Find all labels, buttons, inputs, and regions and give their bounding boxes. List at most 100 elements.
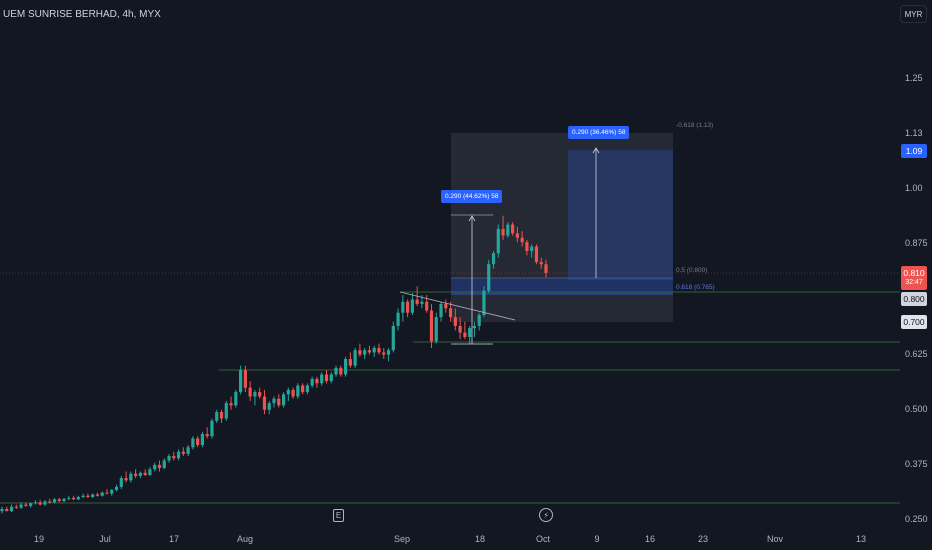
candle xyxy=(57,499,61,502)
candle xyxy=(291,389,295,397)
candle xyxy=(324,374,329,382)
candle xyxy=(172,456,176,459)
candle xyxy=(453,317,457,326)
candle xyxy=(396,312,400,326)
drawing-tools xyxy=(399,147,600,345)
candle xyxy=(234,392,238,406)
measure-label-2: 0.290 (36.46%) 58 xyxy=(568,126,630,139)
candle xyxy=(19,504,23,508)
candle xyxy=(9,506,14,512)
x-tick-label: Nov xyxy=(766,534,784,544)
y-tick-label: 0.250 xyxy=(905,514,928,524)
candle xyxy=(329,374,333,382)
candle xyxy=(491,253,496,265)
candle xyxy=(410,299,414,313)
measure-label-1: 0.290 (44.62%) 58 xyxy=(441,190,503,203)
candle xyxy=(138,472,142,476)
candle xyxy=(334,367,338,375)
candle xyxy=(258,392,262,397)
candle xyxy=(200,434,205,446)
candle xyxy=(496,228,500,254)
candle xyxy=(277,398,281,406)
candle xyxy=(391,325,395,351)
candle xyxy=(148,469,152,476)
candle xyxy=(401,301,405,313)
candlestick-series xyxy=(0,215,548,514)
earnings-e-icon[interactable]: E xyxy=(333,509,344,522)
candle xyxy=(420,301,424,304)
candle xyxy=(181,451,185,454)
x-tick-label: 23 xyxy=(697,534,709,544)
candle xyxy=(162,460,166,468)
projection-box xyxy=(568,150,673,280)
x-tick-label: Sep xyxy=(393,534,411,544)
candle xyxy=(463,332,467,337)
candle xyxy=(14,506,18,508)
candle xyxy=(229,403,233,406)
candle xyxy=(305,385,310,393)
candle xyxy=(367,350,372,353)
x-tick-label: Jul xyxy=(99,534,111,544)
candle xyxy=(210,420,214,437)
candle xyxy=(176,451,181,459)
candle xyxy=(33,502,38,504)
currency-button[interactable]: MYR xyxy=(900,5,927,23)
candle xyxy=(114,486,119,491)
candle xyxy=(544,264,548,274)
fib-label: -0.618 (1.13) xyxy=(676,122,714,129)
bolt-icon[interactable]: ⚡︎ xyxy=(539,508,553,522)
candle xyxy=(448,308,453,318)
candle xyxy=(62,498,66,502)
candle xyxy=(215,411,219,421)
candle xyxy=(219,411,224,419)
candle xyxy=(339,367,343,375)
x-tick-label: 19 xyxy=(33,534,45,544)
candle xyxy=(262,396,267,410)
candle xyxy=(224,403,228,419)
candle xyxy=(296,385,300,397)
candle xyxy=(415,299,419,304)
candle xyxy=(310,378,314,386)
candle xyxy=(134,473,138,476)
chart-title: UEM SUNRISE BERHAD, 4h, MYX xyxy=(3,9,161,20)
candle xyxy=(525,242,529,251)
candle xyxy=(444,303,448,309)
candle xyxy=(248,387,252,397)
fib-band xyxy=(451,278,673,294)
candle xyxy=(301,385,305,393)
candle xyxy=(372,348,376,353)
candle xyxy=(343,359,348,375)
candle xyxy=(153,464,157,470)
candle xyxy=(24,504,28,506)
candle xyxy=(534,246,539,263)
price-tag: 1.09 xyxy=(901,144,927,158)
candle xyxy=(143,472,147,476)
x-tick-label: 17 xyxy=(168,534,180,544)
candle xyxy=(510,224,515,234)
price-tag: 0.700 xyxy=(901,315,927,329)
candle xyxy=(515,233,519,238)
candle xyxy=(86,495,90,498)
candle xyxy=(243,370,247,388)
candle xyxy=(506,224,510,236)
x-tick-label: 9 xyxy=(594,534,600,544)
y-tick-label: 1.25 xyxy=(905,73,923,83)
candle xyxy=(71,497,76,500)
candle xyxy=(29,503,33,506)
candle xyxy=(530,246,534,251)
price-tag-value: 0.700 xyxy=(903,317,925,327)
candle xyxy=(205,434,209,437)
candle xyxy=(167,456,171,461)
candle xyxy=(487,264,491,291)
candle xyxy=(382,352,386,355)
x-tick-label: Oct xyxy=(535,534,551,544)
candle xyxy=(100,492,104,496)
candle xyxy=(358,350,362,355)
candle xyxy=(76,497,80,500)
candle xyxy=(119,478,123,487)
candle xyxy=(425,301,429,311)
candle xyxy=(434,317,438,342)
candle xyxy=(348,359,352,366)
fib-label: 0.618 (0.765) xyxy=(676,284,715,291)
